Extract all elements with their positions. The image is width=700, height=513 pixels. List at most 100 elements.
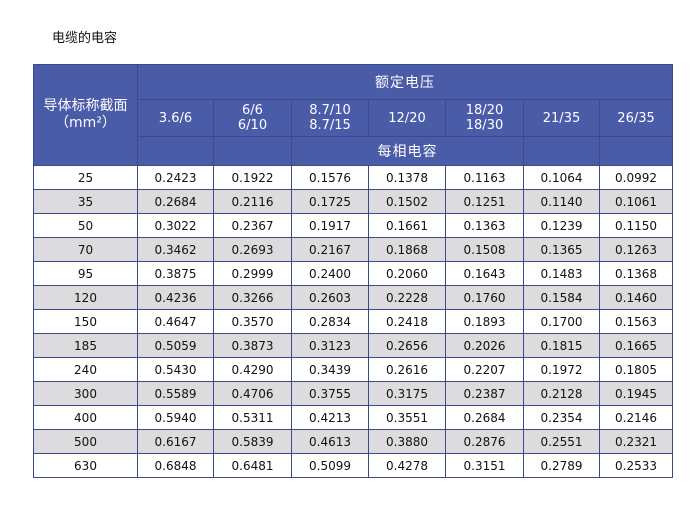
voltage-header-cell: 21/35 [523,99,600,137]
voltage-label-line1: 8.7/10 [309,103,351,118]
capacitance-value-cell: 0.2684 [137,189,214,214]
conductor-size-cell: 500 [33,429,138,454]
capacitance-value-cell: 0.2060 [368,261,446,286]
capacitance-value-cell: 0.4706 [213,381,292,406]
voltage-header-row: 3.6/6 6/6 6/10 8.7/10 8.7/15 12/20 18/20 18/30 2… [34,99,674,137]
table-row: 500 0.6167 0.5839 0.4613 0.3880 0.2876 0.2551 0… [33,429,674,454]
voltage-header-cell: 3.6/6 [137,99,214,137]
capacitance-value-cell: 0.1917 [291,213,369,238]
conductor-size-cell: 185 [33,333,138,358]
capacitance-value-cell: 0.2207 [445,357,524,382]
capacitance-value-cell: 0.2684 [445,405,524,430]
capacitance-value-cell: 0.2533 [598,453,674,478]
conductor-size-header-line2: （mm²） [55,115,116,131]
capacitance-value-cell: 0.1972 [523,357,600,382]
table-row: 120 0.4236 0.3266 0.2603 0.2228 0.1760 0.1584 0… [33,285,674,310]
capacitance-value-cell: 0.1150 [598,213,674,238]
table-row: 240 0.5430 0.4290 0.3439 0.2616 0.2207 0.1972 0… [33,357,674,382]
table-row: 25 0.2423 0.1922 0.1576 0.1378 0.1163 0.1064 0.… [33,165,674,190]
capacitance-value-cell: 0.5940 [137,405,214,430]
table-row: 35 0.2684 0.2116 0.1725 0.1502 0.1251 0.1140 0.… [33,189,674,214]
voltage-header-cell: 26/35 [598,99,674,137]
capacitance-value-cell: 0.3266 [213,285,292,310]
voltage-label-line2: 8.7/15 [309,118,351,133]
capacitance-value-cell: 0.3570 [213,309,292,334]
capacitance-value-cell: 0.1893 [445,309,524,334]
capacitance-value-cell: 0.3551 [368,405,446,430]
table-row: 630 0.6848 0.6481 0.5099 0.4278 0.3151 0.2789 0… [33,453,674,478]
capacitance-header: 每相电容 [291,136,524,166]
capacitance-value-cell: 0.1163 [445,165,524,190]
conductor-size-cell: 95 [33,261,138,286]
capacitance-header-spacer [523,136,600,166]
capacitance-value-cell: 0.2400 [291,261,369,286]
capacitance-value-cell: 0.6481 [213,453,292,478]
page-title: 电缆的电容 [52,31,118,46]
capacitance-value-cell: 0.1263 [598,237,674,262]
capacitance-value-cell: 0.6167 [137,429,214,454]
capacitance-value-cell: 0.1378 [368,165,446,190]
capacitance-value-cell: 0.1584 [523,285,600,310]
capacitance-value-cell: 0.3175 [368,381,446,406]
conductor-size-cell: 35 [33,189,138,214]
capacitance-value-cell: 0.1061 [598,189,674,214]
capacitance-value-cell: 0.2789 [523,453,600,478]
table-row: 95 0.3875 0.2999 0.2400 0.2060 0.1643 0.1483 0.… [33,261,674,286]
capacitance-value-cell: 0.1805 [598,357,674,382]
conductor-size-cell: 70 [33,237,138,262]
capacitance-value-cell: 0.1251 [445,189,524,214]
rated-voltage-header: 额定电压 [136,64,674,100]
voltage-header-cell: 8.7/10 8.7/15 [291,99,369,137]
capacitance-value-cell: 0.2616 [368,357,446,382]
capacitance-value-cell: 0.2128 [523,381,600,406]
capacitance-value-cell: 0.2603 [291,285,369,310]
voltage-label-line1: 3.6/6 [158,110,193,126]
table-row: 300 0.5589 0.4706 0.3755 0.3175 0.2387 0.2128 0… [33,381,674,406]
capacitance-value-cell: 0.1363 [445,213,524,238]
capacitance-value-cell: 0.2146 [598,405,674,430]
voltage-label-line2: 6/10 [237,118,268,133]
capacitance-value-cell: 0.3873 [213,333,292,358]
capacitance-value-cell: 0.1868 [368,237,446,262]
table-row: 185 0.5059 0.3873 0.3123 0.2656 0.2026 0.1815 0… [33,333,674,358]
capacitance-value-cell: 0.1239 [523,213,600,238]
capacitance-value-cell: 0.1064 [523,165,600,190]
voltage-label-line1: 12/20 [388,110,426,126]
capacitance-value-cell: 0.3875 [137,261,214,286]
capacitance-value-cell: 0.2387 [445,381,524,406]
capacitance-value-cell: 0.3151 [445,453,524,478]
capacitance-value-cell: 0.1945 [598,381,674,406]
conductor-size-cell: 120 [33,285,138,310]
conductor-size-cell: 240 [33,357,138,382]
table-row: 400 0.5940 0.5311 0.4213 0.3551 0.2684 0.2354 0… [33,405,674,430]
voltage-header-cell: 6/6 6/10 [213,99,292,137]
capacitance-value-cell: 0.1643 [445,261,524,286]
capacitance-value-cell: 0.4278 [368,453,446,478]
capacitance-value-cell: 0.1483 [523,261,600,286]
voltage-label-line1: 6/6 [242,103,263,118]
capacitance-value-cell: 0.1368 [598,261,674,286]
capacitance-value-cell: 0.4613 [291,429,369,454]
table-body: 25 0.2423 0.1922 0.1576 0.1378 0.1163 0.1064 0.… [33,165,674,478]
capacitance-value-cell: 0.5059 [137,333,214,358]
capacitance-value-cell: 0.1576 [291,165,369,190]
capacitance-value-cell: 0.4290 [213,357,292,382]
capacitance-value-cell: 0.2167 [291,237,369,262]
capacitance-value-cell: 0.5589 [137,381,214,406]
capacitance-value-cell: 0.1661 [368,213,446,238]
table-row: 50 0.3022 0.2367 0.1917 0.1661 0.1363 0.1239 0.… [33,213,674,238]
capacitance-value-cell: 0.0992 [598,165,674,190]
capacitance-value-cell: 0.2656 [368,333,446,358]
capacitance-value-cell: 0.1922 [213,165,292,190]
capacitance-table: 导体标称截面 （mm²） 额定电压 3.6/6 6/6 6/10 8.7/10 8.7/… [33,64,674,478]
capacitance-value-cell: 0.2228 [368,285,446,310]
conductor-size-header: 导体标称截面 （mm²） [33,64,138,166]
conductor-size-cell: 630 [33,453,138,478]
voltage-label-line1: 26/35 [617,110,655,126]
capacitance-value-cell: 0.3880 [368,429,446,454]
table-row: 150 0.4647 0.3570 0.2834 0.2418 0.1893 0.1700 0… [33,309,674,334]
capacitance-value-cell: 0.1725 [291,189,369,214]
capacitance-value-cell: 0.2999 [213,261,292,286]
capacitance-value-cell: 0.2418 [368,309,446,334]
capacitance-value-cell: 0.2551 [523,429,600,454]
